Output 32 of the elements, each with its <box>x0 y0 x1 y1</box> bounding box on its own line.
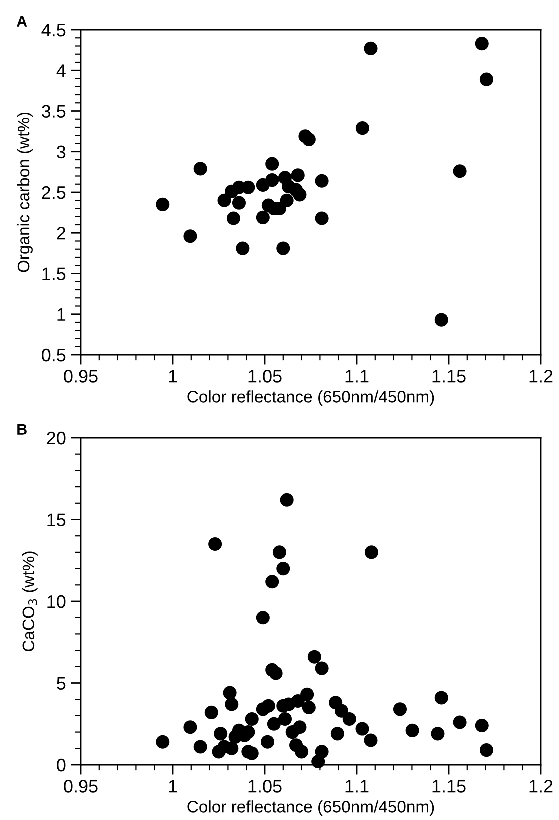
x-tick-label: 1 <box>169 780 178 793</box>
y-tick-label: 0.5 <box>42 348 66 362</box>
x-tick-label: 0.95 <box>64 780 98 793</box>
x-tick-label: 1.2 <box>530 780 553 793</box>
x-tick-label: 0.95 <box>64 370 98 383</box>
x-tick-label: 1.15 <box>432 370 466 383</box>
y-tick-label: 4 <box>56 64 66 78</box>
y-axis-title: Organic carbon (wt%) <box>17 112 33 272</box>
x-tick-label: 1.05 <box>248 780 282 793</box>
x-tick-label: 1.05 <box>248 370 282 383</box>
y-tick-label: 1.5 <box>42 268 66 280</box>
x-axis-title: Color reflectance (650nm/450nm) <box>188 800 434 816</box>
y-tick-label: 0 <box>57 758 66 772</box>
x-axis-title: Color reflectance (650nm/450nm) <box>188 390 434 406</box>
x-tick-label: 1.1 <box>346 780 369 793</box>
x-tick-label: 1.2 <box>530 370 553 383</box>
y-tick-label: 4.5 <box>42 24 66 37</box>
y-tick-label: 10 <box>48 595 66 608</box>
y-tick-label: 3 <box>57 146 66 159</box>
y-tick-label: 15 <box>48 514 66 526</box>
y-tick-label: 1 <box>58 308 66 321</box>
y-tick-label: 2 <box>57 227 66 240</box>
chart-title: B <box>18 424 27 435</box>
x-tick-label: 1 <box>169 370 178 383</box>
y-tick-label: 3.5 <box>42 105 66 118</box>
chart-title: A <box>16 16 28 27</box>
y-tick-label: 2.5 <box>42 186 66 200</box>
x-tick-label: 1.15 <box>432 780 466 793</box>
y-tick-label: 20 <box>47 432 66 445</box>
y-tick-label: 5 <box>57 677 66 690</box>
y-axis-title: CaCO$_{3}$ (wt%) <box>22 552 38 652</box>
x-tick-label: 1.1 <box>346 370 369 383</box>
